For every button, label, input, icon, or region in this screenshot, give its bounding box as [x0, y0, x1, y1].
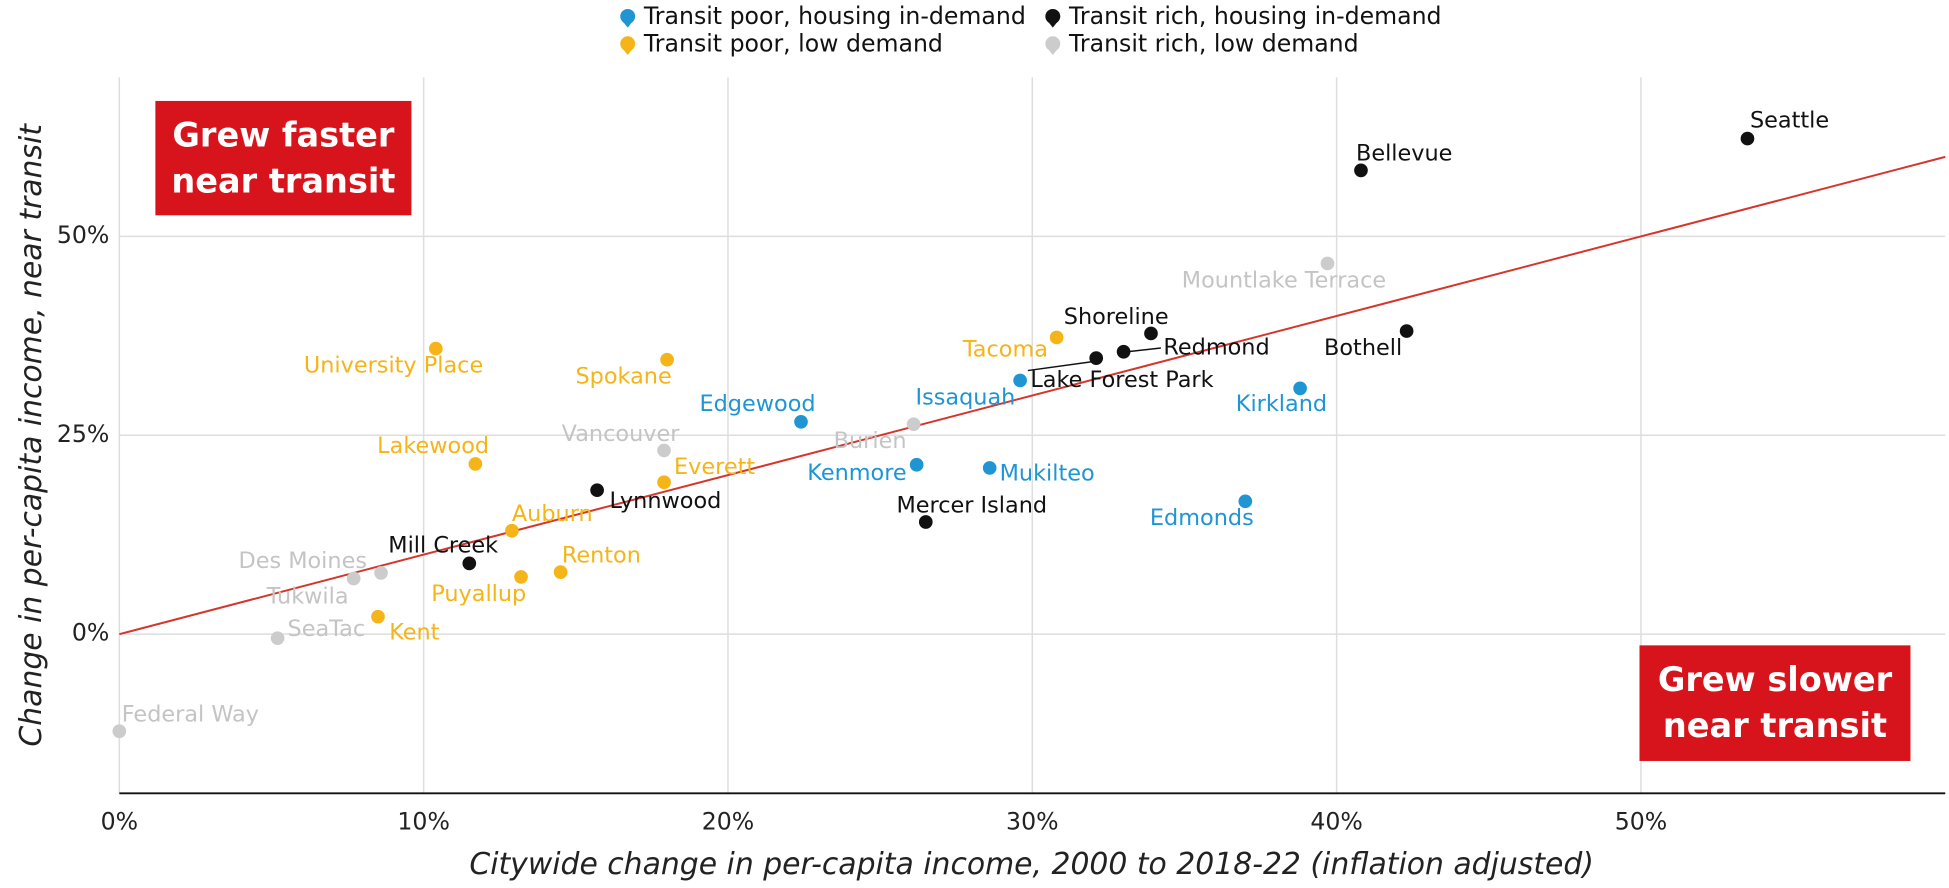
- legend-label: Transit rich, low demand: [1068, 30, 1359, 58]
- point-label: Des Moines: [238, 548, 367, 574]
- annotation-box: [155, 100, 412, 216]
- point-label: Vancouver: [562, 421, 681, 447]
- point-label: Spokane: [575, 364, 671, 390]
- y-tick-label: 50%: [57, 221, 109, 249]
- point-label: Puyallup: [431, 581, 526, 607]
- point-label: Burien: [834, 428, 907, 454]
- point-label: Kent: [389, 619, 439, 645]
- point-label: Auburn: [512, 501, 593, 527]
- point: [590, 483, 604, 498]
- point-label: Mercer Island: [896, 492, 1047, 518]
- point-label: Kenmore: [807, 460, 906, 486]
- point: [1399, 324, 1414, 338]
- leader-line: [1027, 359, 1101, 372]
- point-label: Federal Way: [122, 702, 259, 728]
- x-tick-label: 0%: [101, 808, 138, 836]
- point-label: Bothell: [1324, 335, 1402, 361]
- point: [1049, 330, 1064, 345]
- x-tick-label: 30%: [1006, 808, 1058, 836]
- point: [794, 414, 808, 429]
- legend-swatch-tip: [1047, 48, 1058, 55]
- point: [1013, 373, 1027, 388]
- point: [1320, 256, 1335, 271]
- legend-swatch-tip: [1047, 21, 1058, 28]
- point: [462, 556, 477, 571]
- legend-swatch: [1045, 36, 1061, 52]
- y-tick-label: 0%: [72, 619, 109, 647]
- x-tick-label: 40%: [1310, 808, 1362, 836]
- point: [514, 570, 528, 584]
- x-tick-label: 10%: [397, 808, 449, 836]
- point: [1089, 351, 1104, 365]
- point: [1144, 326, 1158, 341]
- legend-label: Transit rich, housing in-demand: [1068, 2, 1442, 30]
- annotation-text: near transit: [171, 161, 395, 200]
- point-label: Redmond: [1163, 335, 1269, 361]
- point: [1293, 381, 1307, 396]
- point-label: Mill Creek: [388, 532, 498, 558]
- y-axis-title: Change in per-capita income, near transi…: [14, 123, 49, 747]
- legend-label: Transit poor, low demand: [643, 30, 943, 58]
- point-label: Bellevue: [1356, 141, 1452, 167]
- point-label: Tukwila: [266, 584, 349, 610]
- point: [1740, 131, 1755, 146]
- legend-swatch: [1045, 8, 1061, 24]
- point: [371, 609, 385, 624]
- point-label: Lynnwood: [610, 488, 722, 514]
- point: [270, 631, 285, 645]
- annotation-box: [1639, 645, 1911, 761]
- legend-swatch: [620, 36, 636, 52]
- x-tick-label: 20%: [702, 808, 754, 836]
- point-label: Issaquah: [916, 384, 1016, 410]
- leader-line: [1127, 347, 1161, 353]
- point: [918, 515, 933, 529]
- point-label: Edmonds: [1150, 505, 1254, 531]
- point: [468, 457, 483, 471]
- point-label: Shoreline: [1064, 304, 1169, 330]
- legend-swatch-tip: [622, 48, 633, 55]
- annotation-text: Grew slower: [1658, 660, 1893, 699]
- point-label: Kirkland: [1236, 391, 1327, 417]
- point-label: Everett: [674, 454, 755, 480]
- point: [982, 461, 997, 475]
- annotation-text: Grew faster: [172, 115, 394, 154]
- annotation-text: near transit: [1663, 706, 1887, 745]
- point-label: Mountlake Terrace: [1182, 267, 1386, 293]
- point-label: Edgewood: [699, 391, 815, 417]
- point-label: University Place: [304, 352, 483, 378]
- point: [657, 475, 671, 490]
- point: [906, 417, 921, 431]
- point: [112, 724, 127, 739]
- legend-label: Transit poor, housing in-demand: [643, 2, 1026, 30]
- point-label: Renton: [562, 542, 641, 568]
- point-label: Lake Forest Park: [1030, 367, 1213, 393]
- legend-swatch-tip: [622, 21, 633, 28]
- legend-swatch: [620, 8, 636, 24]
- point-label: Mukilteo: [1000, 461, 1095, 487]
- reference-line: [119, 155, 1946, 636]
- point: [428, 341, 443, 356]
- y-tick-label: 25%: [57, 420, 109, 448]
- point: [660, 352, 674, 367]
- point-label: Lakewood: [377, 433, 489, 459]
- point: [374, 566, 388, 580]
- point: [1238, 494, 1253, 509]
- point-label: SeaTac: [288, 616, 366, 642]
- point: [1116, 344, 1131, 359]
- point: [657, 443, 671, 458]
- point-label: Tacoma: [962, 336, 1048, 362]
- point: [346, 571, 361, 586]
- x-axis-title: Citywide change in per-capita income, 20…: [469, 847, 1594, 882]
- point: [909, 457, 924, 472]
- point: [505, 523, 519, 538]
- x-tick-label: 50%: [1615, 808, 1667, 836]
- point: [1354, 163, 1368, 178]
- point: [553, 565, 568, 579]
- point-label: Seattle: [1750, 108, 1829, 134]
